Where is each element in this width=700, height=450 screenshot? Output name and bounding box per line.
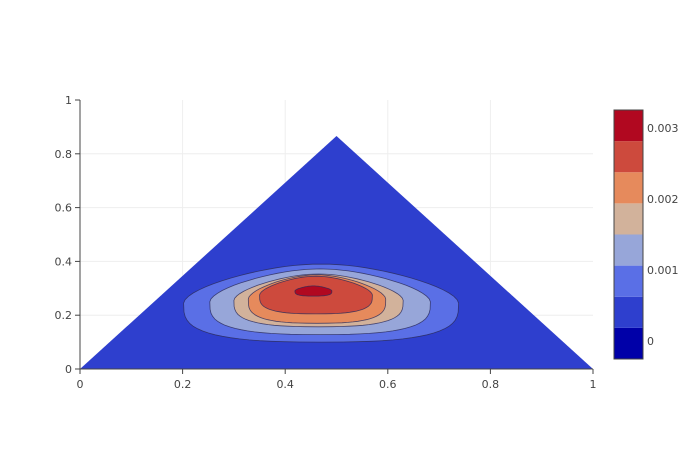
y-tick-label: 0.2 xyxy=(55,309,73,322)
y-tick-label: 0.8 xyxy=(55,148,73,161)
y-tick-label: 1 xyxy=(65,94,72,107)
contour-level-6 xyxy=(294,285,333,297)
x-tick-label: 0.6 xyxy=(379,378,397,391)
y-tick-label: 0.4 xyxy=(55,255,73,268)
x-tick-label: 0.2 xyxy=(174,378,192,391)
colorbar-swatch xyxy=(614,203,643,235)
colorbar: 0 0.001 0.002 0.003 xyxy=(613,109,679,360)
colorbar-tick-label: 0.002 xyxy=(647,193,679,206)
colorbar-tick-label: 0 xyxy=(647,335,654,348)
colorbar-swatch xyxy=(614,234,643,266)
colorbar-swatch xyxy=(614,141,643,173)
colorbar-swatch xyxy=(614,296,643,328)
x-tick-label: 0 xyxy=(77,378,84,391)
y-tick-label: 0.6 xyxy=(55,202,73,215)
colorbar-swatch xyxy=(614,172,643,204)
x-tick-label: 1 xyxy=(590,378,597,391)
contour-fills xyxy=(80,136,593,369)
x-tick-label: 0.4 xyxy=(276,378,294,391)
colorbar-tick-label: 0.003 xyxy=(647,122,679,135)
x-tick-label: 0.8 xyxy=(482,378,500,391)
colorbar-swatch xyxy=(614,327,643,359)
y-tick-label: 0 xyxy=(65,363,72,376)
colorbar-tick-label: 0.001 xyxy=(647,264,679,277)
axes: 0 0.2 0.4 0.6 0.8 1 0 0.2 0.4 0.6 0.8 1 xyxy=(55,94,597,391)
colorbar-outline xyxy=(613,109,644,360)
colorbar-swatch xyxy=(614,110,643,142)
colorbar-swatch xyxy=(614,265,643,297)
